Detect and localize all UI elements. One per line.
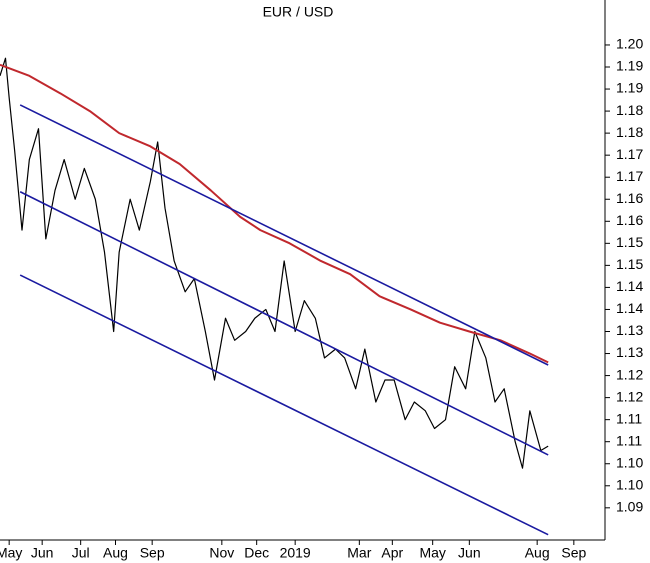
y-tick-label: 1.16 — [616, 212, 643, 228]
x-tick-label: Jun — [458, 545, 481, 561]
y-tick-label: 1.12 — [616, 366, 643, 382]
x-tick-label: Sep — [140, 545, 165, 561]
y-tick-label: 1.15 — [616, 256, 643, 272]
y-tick-label: 1.14 — [616, 300, 643, 316]
y-tick-label: 1.14 — [616, 278, 643, 294]
y-tick-label: 1.11 — [616, 410, 642, 426]
price-line — [0, 57, 549, 469]
y-tick-label: 1.10 — [616, 454, 643, 470]
x-tick-label: Apr — [381, 545, 403, 561]
x-tick-label: May — [0, 545, 22, 561]
price-line — [19, 191, 549, 456]
x-tick-label: Mar — [347, 545, 371, 561]
y-tick-label: 1.10 — [616, 476, 643, 492]
price-line — [19, 104, 549, 366]
y-tick-label: 1.18 — [616, 124, 643, 140]
price-line — [19, 274, 549, 536]
x-tick-label: Sep — [561, 545, 586, 561]
x-tick-label: 2019 — [280, 545, 311, 561]
y-tick-label: 1.16 — [616, 190, 643, 206]
x-tick-label: Jun — [31, 545, 54, 561]
y-tick-label: 1.13 — [616, 322, 643, 338]
y-tick-label: 1.19 — [616, 80, 643, 96]
y-tick-label: 1.20 — [616, 36, 643, 52]
y-tick-label: 1.11 — [616, 432, 642, 448]
x-tick-label: May — [419, 545, 445, 561]
y-tick-label: 1.12 — [616, 388, 643, 404]
y-tick-label: 1.17 — [616, 168, 643, 184]
x-tick-label: Aug — [103, 545, 128, 561]
y-tick-label: 1.19 — [616, 58, 643, 74]
x-tick-label: Jul — [72, 545, 90, 561]
y-tick-label: 1.18 — [616, 102, 643, 118]
y-tick-label: 1.13 — [616, 344, 643, 360]
chart-title: EUR / USD — [263, 4, 334, 20]
x-tick-label: Nov — [209, 545, 234, 561]
x-tick-label: Aug — [525, 545, 550, 561]
y-tick-label: 1.15 — [616, 234, 643, 250]
x-tick-label: Dec — [244, 545, 269, 561]
price-line — [0, 63, 549, 364]
y-tick-label: 1.09 — [616, 499, 643, 515]
y-tick-label: 1.17 — [616, 146, 643, 162]
